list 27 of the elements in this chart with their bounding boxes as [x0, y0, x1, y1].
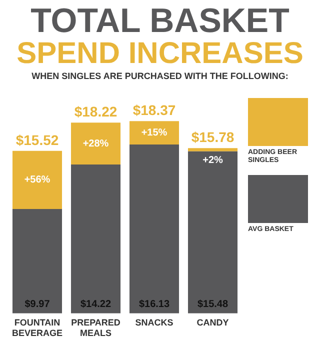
data-label: $14.22	[80, 299, 112, 310]
x-tick-label: PREPARED MEALS	[71, 317, 121, 338]
bar	[70, 122, 121, 165]
x-tick-label: FOUNTAIN BEVERAGE	[12, 317, 63, 338]
total-label: $18.22	[74, 103, 118, 120]
data-label: $9.97	[24, 299, 50, 310]
chart-subtitle: SPEND INCREASES	[16, 37, 304, 70]
data-label: $15.48	[197, 299, 228, 310]
bar	[129, 144, 180, 314]
total-label: $15.78	[191, 129, 234, 146]
annotation: +56%	[24, 174, 50, 186]
total-label: $18.37	[132, 102, 176, 118]
annotation: +2%	[202, 155, 224, 166]
bar	[188, 151, 238, 314]
annotation: +28%	[82, 138, 109, 150]
bar	[12, 150, 62, 210]
bar	[12, 209, 62, 314]
annotation: +15%	[141, 128, 168, 139]
text: WHEN SINGLES ARE PURCHASED WITH THE FOLLOWING:	[30, 70, 290, 82]
bar	[129, 121, 180, 145]
total-label: $15.52	[16, 132, 59, 148]
bar	[70, 164, 121, 314]
bar	[188, 148, 238, 152]
chart-title: TOTAL BASKET	[30, 2, 290, 40]
x-tick-label: CANDY	[196, 317, 229, 328]
x-tick-label: SNACKS	[135, 317, 174, 328]
data-label: $16.13	[138, 299, 170, 310]
